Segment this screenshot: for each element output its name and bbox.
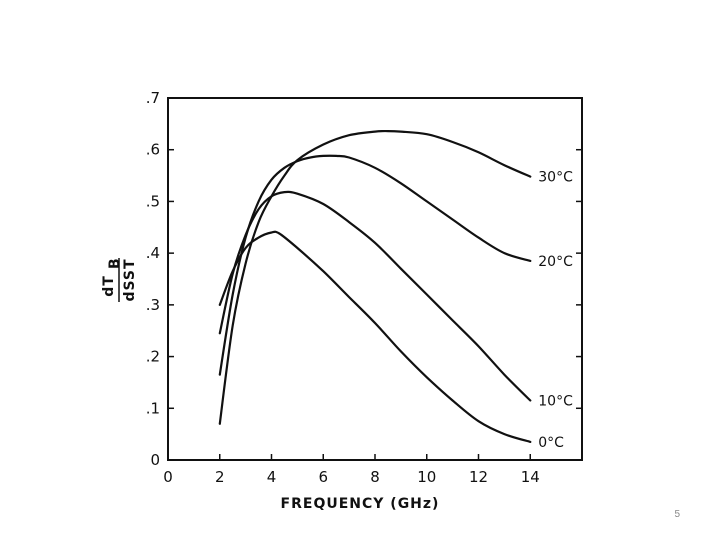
series-line [218, 129, 532, 425]
y-tick-label: .6 [146, 141, 160, 159]
x-tick-label: 6 [318, 468, 328, 486]
series-label: 10°C [538, 394, 573, 410]
y-tick-label: .3 [146, 296, 160, 314]
x-tick-label: 0 [163, 468, 173, 486]
series-label: 0°C [538, 435, 564, 451]
y-axis-subscript: B [107, 257, 123, 269]
series-label: 20°C [538, 254, 573, 270]
y-tick-label: .7 [146, 89, 160, 107]
y-tick-label: .2 [146, 348, 160, 366]
x-tick-label: 14 [521, 468, 540, 486]
x-axis-title: FREQUENCY (GHz) [281, 496, 440, 512]
y-tick-label: .1 [146, 399, 160, 417]
x-ticks: 0 2 4 6 8 10 12 14 [163, 454, 540, 486]
series-line [218, 154, 532, 376]
x-tick-label: 2 [215, 468, 225, 486]
series-line [218, 190, 532, 402]
page-number: 5 [674, 509, 680, 520]
x-tick-label: 10 [417, 468, 436, 486]
x-tick-label: 4 [267, 468, 277, 486]
y-tick-label: 0 [150, 451, 160, 469]
series-labels: 0°C 10°C 20°C 30°C [538, 170, 573, 451]
y-ticks: 0 .1 .2 .3 .4 .5 .6 .7 [146, 89, 582, 469]
series-label: 30°C [538, 170, 573, 186]
y-axis-numerator: dT [101, 275, 117, 297]
y-tick-label: .4 [146, 244, 160, 262]
y-axis-title: dT B dSST [101, 257, 138, 302]
series-line [218, 230, 532, 443]
y-tick-label: .5 [146, 192, 160, 210]
series-lines [218, 129, 532, 443]
y-axis-denominator: dSST [122, 258, 138, 301]
x-tick-label: 12 [469, 468, 488, 486]
x-tick-label: 8 [370, 468, 380, 486]
